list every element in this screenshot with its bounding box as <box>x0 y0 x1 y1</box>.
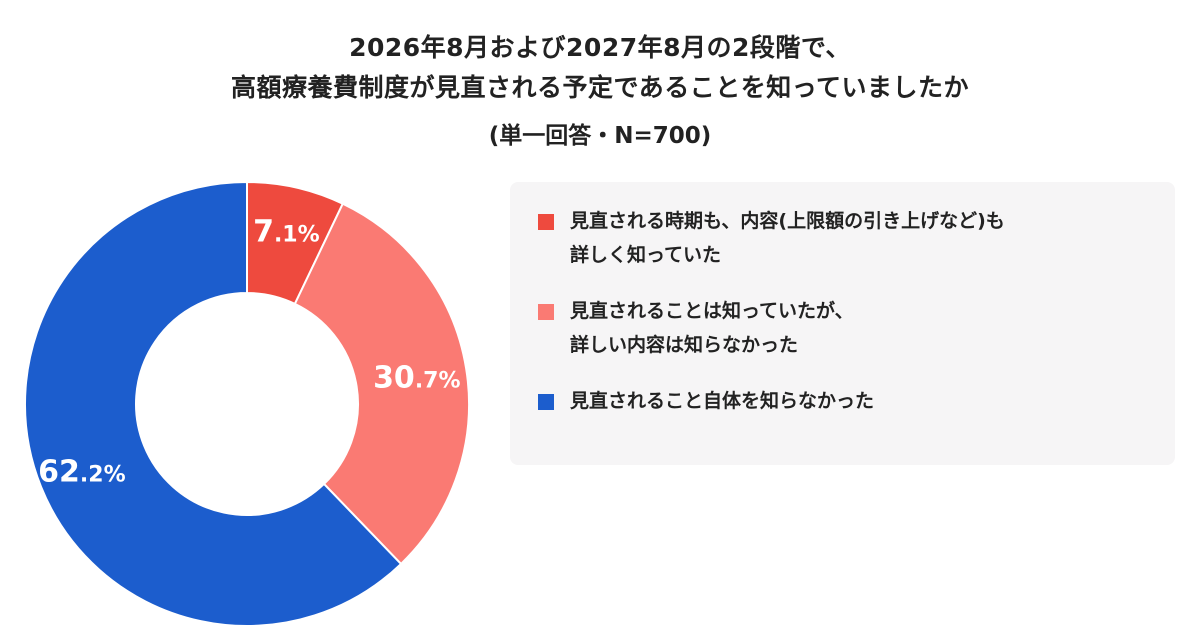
chart-title-line-2: 高額療養費制度が見直される予定であることを知っていましたか <box>230 73 969 102</box>
legend-swatch-did-not-know <box>538 394 554 410</box>
slice-label-knew-details: 7.1% <box>253 214 320 249</box>
chart-title-line-1: 2026年8月および2027年8月の2段階で、 <box>349 33 851 62</box>
legend-swatch-knew-details <box>538 214 554 230</box>
chart-subtitle: (単一回答・N=700) <box>488 123 712 149</box>
legend-label-line: 見直されること自体を知らなかった <box>570 390 875 412</box>
legend-label-line: 見直される時期も、内容(上限額の引き上げなど)も <box>570 210 1005 232</box>
legend-label-line: 見直されることは知っていたが、 <box>570 300 854 322</box>
legend-label-knew-not-details: 見直されることは知っていたが、 詳しい内容は知らなかった <box>570 294 1155 362</box>
legend: 見直される時期も、内容(上限額の引き上げなど)も 詳しく知っていた 見直されるこ… <box>510 182 1175 465</box>
slice-knew-not-details <box>293 202 470 566</box>
slice-did-not-know <box>24 180 403 627</box>
slice-label-did-not-know: 62.2% <box>38 455 125 490</box>
legend-item-did-not-know: 見直されること自体を知らなかった <box>538 384 1155 418</box>
legend-label-did-not-know: 見直されること自体を知らなかった <box>570 384 1155 418</box>
slice-label-knew-not-details: 30.7% <box>373 361 460 396</box>
legend-item-knew-details: 見直される時期も、内容(上限額の引き上げなど)も 詳しく知っていた <box>538 204 1155 272</box>
legend-swatch-knew-not-details <box>538 304 554 320</box>
legend-label-knew-details: 見直される時期も、内容(上限額の引き上げなど)も 詳しく知っていた <box>570 204 1155 272</box>
legend-item-knew-not-details: 見直されることは知っていたが、 詳しい内容は知らなかった <box>538 294 1155 362</box>
chart-title: 2026年8月および2027年8月の2段階で、 高額療養費制度が見直される予定で… <box>0 28 1200 156</box>
legend-label-line: 詳しい内容は知らなかった <box>570 334 799 356</box>
legend-label-line: 詳しく知っていた <box>570 244 722 266</box>
